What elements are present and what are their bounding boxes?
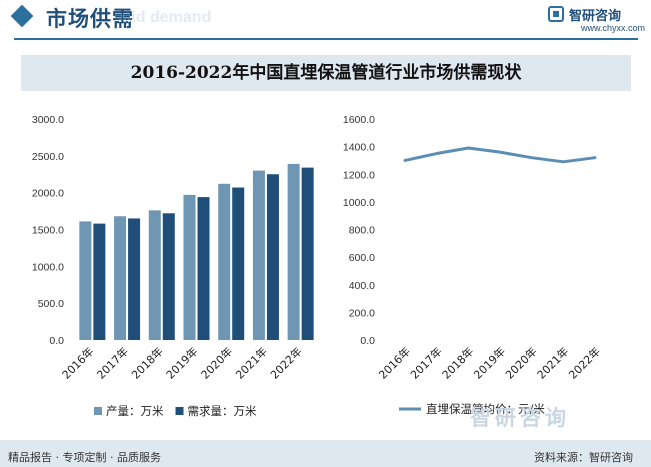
y-tick-label: 1500.0 (32, 225, 64, 237)
data-point (530, 156, 533, 159)
bar (197, 197, 210, 340)
legend-swatch (175, 407, 184, 415)
y-tick-label: 0.0 (49, 335, 64, 347)
diamond-icon (10, 4, 34, 28)
logo-url: www.chyxx.com (581, 23, 646, 33)
legend-swatch (94, 407, 102, 415)
bar-chart-svg: 0.0 500.0 1000.0 1500.0 2000.0 2500.0 3000.0 20… (32, 114, 314, 418)
x-tick-label: 2016年 (376, 344, 413, 381)
x-tick-label: 2022年 (267, 344, 304, 381)
bar (287, 163, 300, 340)
bar (148, 210, 161, 340)
x-tick-label: 2018年 (439, 344, 476, 381)
data-point (562, 160, 565, 164)
section-title: 市场供需 (46, 7, 134, 31)
bar (114, 216, 127, 340)
bar-chart: 0.0 500.0 1000.0 1500.0 2000.0 2500.0 3000.0 20… (0, 100, 325, 430)
x-tick-label: 2020年 (198, 344, 235, 381)
legend-label: 需求量：万米 (188, 404, 257, 418)
data-point (435, 152, 438, 155)
y-tick-label: 2500.0 (32, 151, 64, 163)
bar (93, 223, 106, 340)
x-tick-label: 2016年 (59, 344, 96, 381)
section-header: 市场供需 ...id demand 智研咨询 www.chyxx.com (0, 0, 651, 36)
x-tick-label: 2017年 (94, 344, 131, 381)
y-tick-label: 400.0 (349, 280, 375, 292)
y-tick-label: 500.0 (38, 298, 64, 310)
y-tick-label: 1200.0 (343, 169, 375, 181)
y-tick-label: 1000.0 (32, 261, 64, 273)
x-tick-label: 2021年 (534, 344, 571, 381)
line-chart: 0.0 200.0 400.0 600.0 800.0 1000.0 1200.0 1400.… (325, 100, 651, 430)
x-tick-label: 2019年 (471, 344, 508, 381)
data-point (498, 150, 502, 154)
x-tick-label: 2021年 (233, 344, 270, 381)
footer: 精品报告 · 专项定制 · 品质服务 资料来源：智研咨询 (0, 440, 651, 467)
bar (266, 174, 279, 340)
x-tick-label: 2022年 (566, 344, 603, 381)
x-tick-label: 2017年 (407, 344, 444, 381)
logo-name: 智研咨询 (569, 9, 622, 24)
bar (79, 221, 92, 340)
y-tick-label: 2000.0 (32, 188, 64, 200)
data-point (403, 159, 407, 162)
data-source: 资料来源：智研咨询 (534, 451, 633, 464)
x-tick-label: 2020年 (502, 344, 539, 381)
legend-label: 产量：万米 (106, 404, 164, 418)
brand-logo: 智研咨询 www.chyxx.com (548, 4, 646, 34)
y-tick-label: 1000.0 (343, 197, 375, 209)
price-line (403, 146, 597, 164)
footer-slogan: 精品报告 · 专项定制 · 品质服务 (8, 451, 161, 464)
y-tick-label: 0.0 (360, 335, 375, 347)
line-chart-svg: 0.0 200.0 400.0 600.0 800.0 1000.0 1200.0 1400.… (343, 114, 603, 416)
bar (232, 187, 245, 340)
y-tick-label: 3000.0 (32, 114, 64, 126)
chart-title: 2016-2022年中国直埋保温管道行业市场供需现状 (21, 55, 631, 91)
legend-label: 直埋保温管均价：元/米 (426, 402, 545, 416)
header-watermark: ...id demand (118, 9, 212, 26)
y-tick-label: 1400.0 (343, 142, 375, 154)
bar (162, 213, 175, 340)
bar (301, 167, 314, 340)
data-point (593, 156, 597, 159)
y-tick-label: 200.0 (349, 307, 375, 319)
bar (218, 183, 231, 340)
y-tick-label: 600.0 (349, 252, 375, 264)
bar (128, 218, 141, 340)
x-tick-label: 2018年 (128, 344, 165, 381)
bar (252, 170, 265, 340)
y-tick-label: 1600.0 (343, 114, 375, 126)
y-tick-label: 800.0 (349, 225, 375, 237)
footer-watermark-logo: 智研咨询 (470, 406, 570, 430)
logo-icon (548, 6, 564, 22)
x-tick-label: 2019年 (163, 344, 200, 381)
bar (183, 194, 196, 340)
data-point (467, 146, 470, 150)
header-divider (14, 38, 638, 40)
